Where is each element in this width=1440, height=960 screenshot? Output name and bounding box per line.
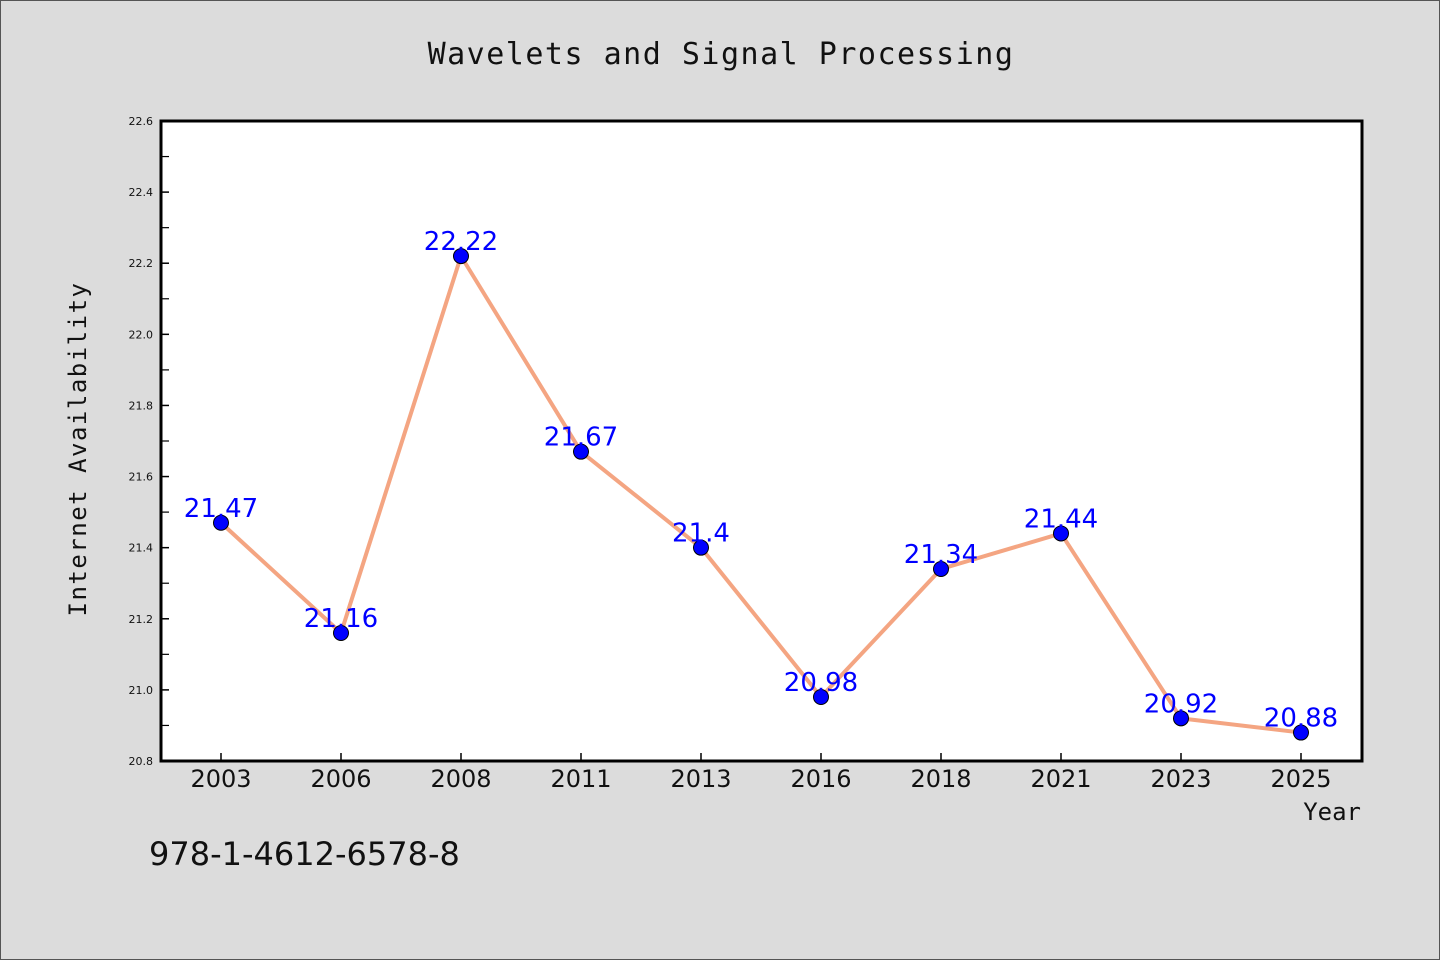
y-tick-label: 22.0 — [129, 328, 154, 341]
y-tick-label: 21.0 — [129, 684, 154, 697]
y-tick-label: 21.4 — [129, 542, 154, 555]
data-label: 20.98 — [784, 668, 858, 698]
x-tick-label: 2018 — [910, 765, 971, 793]
x-tick-label: 2021 — [1030, 765, 1091, 793]
x-tick-label: 2008 — [430, 765, 491, 793]
data-label: 20.88 — [1264, 704, 1338, 734]
plot-area — [159, 119, 1364, 763]
data-label: 21.16 — [304, 604, 378, 634]
data-label: 21.4 — [672, 519, 730, 549]
y-axis: 20.8 21.0 21.2 21.4 21.6 21.8 22.0 22.2 22.4 22.6 — [129, 115, 169, 768]
x-tick-label: 2023 — [1150, 765, 1211, 793]
data-point — [453, 248, 469, 265]
y-axis-label: Internet Availability — [64, 282, 92, 617]
data-point — [1293, 724, 1309, 741]
y-tick-label: 22.2 — [129, 257, 154, 270]
data-point — [573, 443, 589, 460]
y-tick-label: 21.8 — [129, 399, 154, 412]
data-point — [693, 539, 709, 556]
x-tick-label: 2003 — [190, 765, 251, 793]
data-point — [333, 625, 349, 641]
x-tick-label: 2013 — [670, 765, 731, 793]
footer-code: 978-1-4612-6578-8 — [149, 835, 460, 873]
data-label: 21.47 — [184, 494, 258, 524]
series-layer: 21.47 21.16 22.22 21.67 21.4 20.98 21.34 21.44 2… — [184, 227, 1338, 741]
x-tick-label: 2016 — [790, 765, 851, 793]
data-point — [1173, 710, 1189, 727]
y-tick-label: 21.2 — [129, 613, 154, 626]
data-point — [213, 514, 229, 531]
data-point — [813, 689, 829, 705]
data-label: 20.92 — [1144, 689, 1218, 719]
series-line — [219, 254, 1302, 735]
data-label: 22.22 — [424, 227, 498, 257]
data-point — [1053, 525, 1069, 542]
y-tick-label: 22.6 — [129, 115, 154, 128]
y-tick-label: 21.6 — [129, 471, 154, 484]
y-tick-label: 22.4 — [129, 186, 154, 199]
chart-title: Wavelets and Signal Processing — [428, 37, 1015, 72]
x-tick-label: 2011 — [550, 765, 611, 793]
x-tick-label: 2025 — [1270, 765, 1331, 793]
data-label: 21.44 — [1024, 504, 1098, 534]
data-label: 21.34 — [904, 540, 978, 570]
x-tick-label: 2006 — [310, 765, 371, 793]
data-point — [933, 561, 949, 577]
x-axis: 2003 2006 2008 2011 2013 2016 2018 2021 2023 2025 — [190, 753, 1332, 793]
x-axis-label: Year — [1303, 798, 1361, 826]
y-tick-label: 20.8 — [129, 755, 154, 768]
data-label: 21.67 — [544, 423, 618, 453]
